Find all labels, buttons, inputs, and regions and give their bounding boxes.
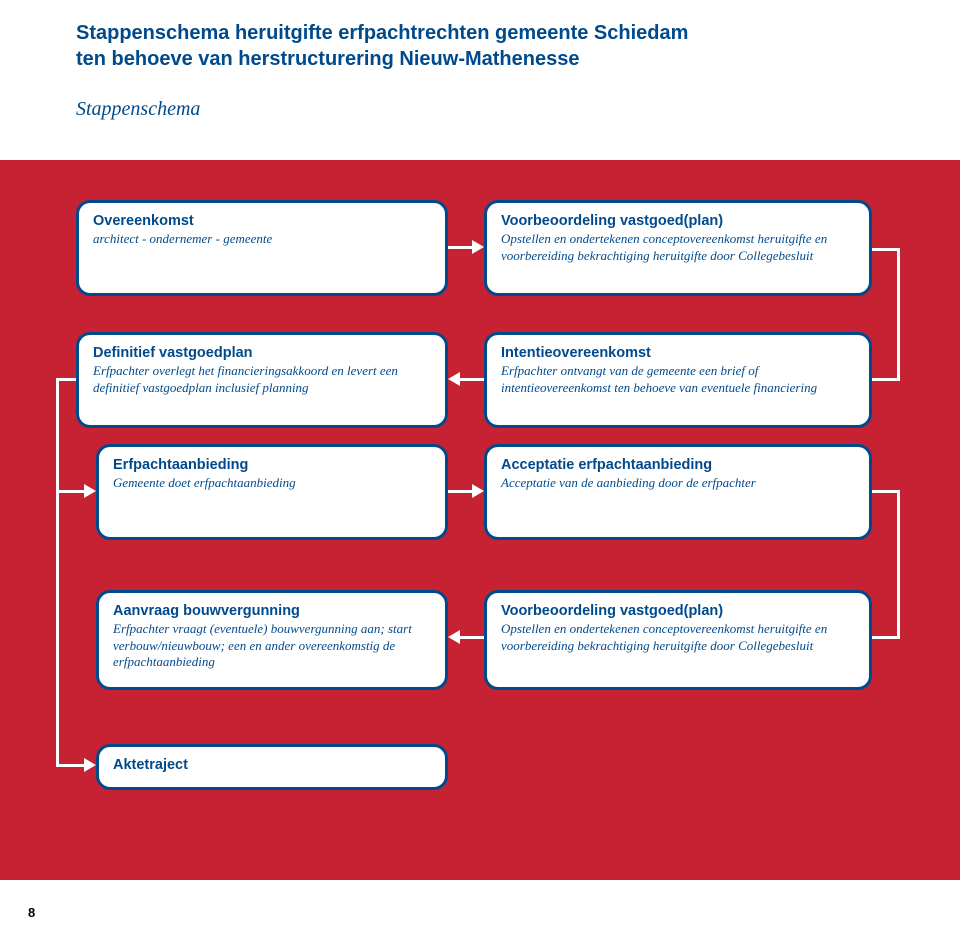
box-desc: Erfpachter vraagt (eventuele) bouwvergun…	[113, 621, 431, 671]
step-box-voorbeoordeling-2: Voorbeoordeling vastgoed(plan) Opstellen…	[484, 590, 872, 690]
box-desc: Erfpachter overlegt het financieringsakk…	[93, 363, 431, 396]
step-box-acceptatie: Acceptatie erfpachtaanbieding Acceptatie…	[484, 444, 872, 540]
arrow-icon	[84, 758, 96, 772]
box-title: Intentieovereenkomst	[501, 345, 855, 361]
step-box-intentieovereenkomst: Intentieovereenkomst Erfpachter ontvangt…	[484, 332, 872, 428]
box-title: Aktetraject	[113, 757, 431, 773]
connector	[56, 378, 76, 381]
arrow-icon	[448, 630, 460, 644]
box-desc: Erfpachter ontvangt van de gemeente een …	[501, 363, 855, 396]
connector	[897, 248, 900, 378]
arrow-icon	[472, 240, 484, 254]
box-title: Erfpachtaanbieding	[113, 457, 431, 473]
box-desc: Opstellen en ondertekenen conceptovereen…	[501, 621, 855, 654]
box-title: Voorbeoordeling vastgoed(plan)	[501, 213, 855, 229]
title-line-2: ten behoeve van herstructurering Nieuw-M…	[76, 48, 579, 70]
arrow-icon	[472, 484, 484, 498]
connector	[460, 378, 484, 381]
page-title: Stappenschema heruitgifte erfpachtrechte…	[76, 20, 920, 72]
box-title: Definitief vastgoedplan	[93, 345, 431, 361]
connector	[56, 378, 59, 766]
box-desc: Opstellen en ondertekenen conceptovereen…	[501, 231, 855, 264]
box-desc: architect - ondernemer - gemeente	[93, 231, 431, 248]
connector	[448, 490, 474, 493]
connector	[56, 490, 86, 493]
step-box-overeenkomst: Overeenkomst architect - ondernemer - ge…	[76, 200, 448, 296]
connector	[872, 490, 900, 493]
connector	[448, 246, 474, 249]
title-line-1: Stappenschema heruitgifte erfpachtrechte…	[76, 22, 688, 44]
page-number: 8	[28, 905, 35, 920]
connector	[897, 490, 900, 638]
box-title: Overeenkomst	[93, 213, 431, 229]
connector	[56, 764, 86, 767]
box-title: Acceptatie erfpachtaanbieding	[501, 457, 855, 473]
box-title: Aanvraag bouwvergunning	[113, 603, 431, 619]
box-title: Voorbeoordeling vastgoed(plan)	[501, 603, 855, 619]
step-box-erfpachtaanbieding: Erfpachtaanbieding Gemeente doet erfpach…	[96, 444, 448, 540]
page-subtitle: Stappenschema	[76, 98, 920, 121]
connector	[872, 248, 900, 251]
step-box-aktetraject: Aktetraject	[96, 744, 448, 790]
arrow-icon	[84, 484, 96, 498]
connector	[872, 636, 900, 639]
arrow-icon	[448, 372, 460, 386]
box-desc: Acceptatie van de aanbieding door de erf…	[501, 475, 855, 492]
step-box-definitief-vastgoedplan: Definitief vastgoedplan Erfpachter overl…	[76, 332, 448, 428]
step-box-aanvraag-bouwvergunning: Aanvraag bouwvergunning Erfpachter vraag…	[96, 590, 448, 690]
step-box-voorbeoordeling-1: Voorbeoordeling vastgoed(plan) Opstellen…	[484, 200, 872, 296]
connector	[460, 636, 484, 639]
box-desc: Gemeente doet erfpachtaanbieding	[113, 475, 431, 492]
connector	[872, 378, 900, 381]
